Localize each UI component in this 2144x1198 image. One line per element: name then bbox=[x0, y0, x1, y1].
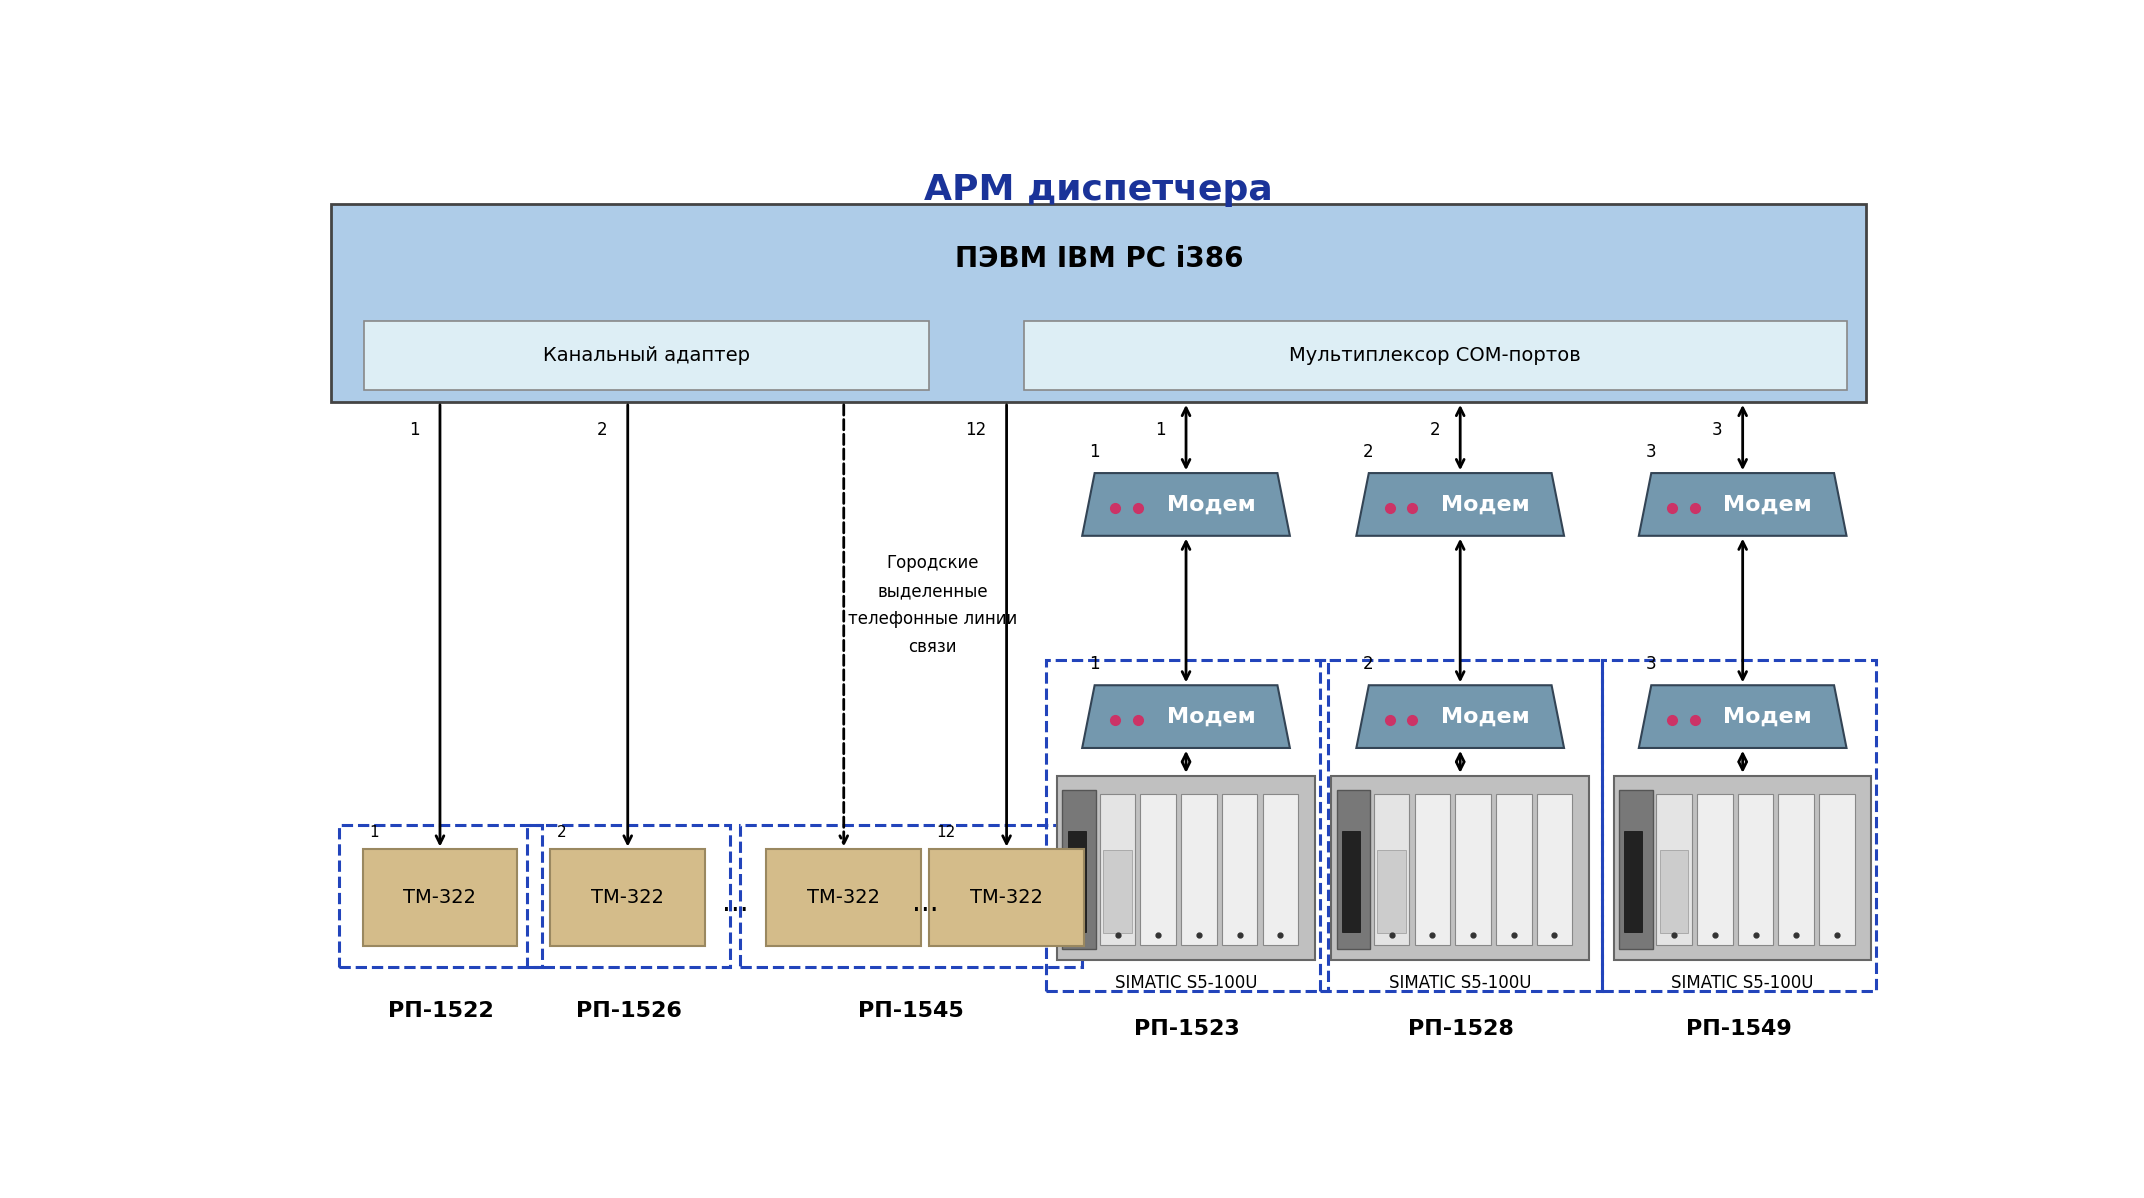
Text: 3: 3 bbox=[1713, 420, 1724, 438]
Text: РП-1549: РП-1549 bbox=[1685, 1019, 1792, 1040]
Polygon shape bbox=[1083, 685, 1291, 748]
Bar bbox=[1331, 775, 1589, 960]
Text: 1: 1 bbox=[410, 420, 420, 438]
Bar bbox=[1263, 794, 1297, 945]
Text: 1: 1 bbox=[1156, 420, 1166, 438]
Text: 1: 1 bbox=[1089, 443, 1100, 461]
Bar bbox=[1818, 794, 1855, 945]
Polygon shape bbox=[1357, 685, 1565, 748]
Text: ПЭВМ IBM PC i386: ПЭВМ IBM PC i386 bbox=[954, 246, 1244, 273]
Bar bbox=[1602, 660, 1876, 991]
Bar bbox=[1659, 851, 1687, 933]
Text: ТМ-322: ТМ-322 bbox=[403, 889, 476, 907]
Text: Модем: Модем bbox=[1441, 495, 1529, 514]
Bar bbox=[1376, 851, 1406, 933]
Bar bbox=[330, 204, 1867, 403]
Text: 2: 2 bbox=[1430, 420, 1441, 438]
Text: 2: 2 bbox=[1364, 655, 1374, 673]
Text: Модем: Модем bbox=[1166, 495, 1256, 514]
Text: 3: 3 bbox=[1644, 655, 1655, 673]
Bar bbox=[768, 849, 922, 946]
Text: Модем: Модем bbox=[1724, 495, 1812, 514]
Text: РП-1545: РП-1545 bbox=[858, 1000, 965, 1021]
Bar bbox=[1619, 791, 1653, 949]
Bar bbox=[1415, 794, 1449, 945]
Text: ...: ... bbox=[911, 889, 939, 916]
Text: АРМ диспетчера: АРМ диспетчера bbox=[924, 173, 1274, 207]
Polygon shape bbox=[1638, 473, 1846, 536]
Bar bbox=[1141, 794, 1177, 945]
Bar bbox=[1100, 794, 1136, 945]
Bar bbox=[1698, 794, 1732, 945]
Bar bbox=[527, 824, 729, 967]
Bar bbox=[1456, 794, 1490, 945]
Bar bbox=[1063, 791, 1096, 949]
Text: Канальный адаптер: Канальный адаптер bbox=[542, 346, 750, 365]
Text: SIMATIC S5-100U: SIMATIC S5-100U bbox=[1672, 974, 1814, 992]
Text: 2: 2 bbox=[598, 420, 607, 438]
Text: Модем: Модем bbox=[1166, 707, 1256, 727]
Text: 1: 1 bbox=[1089, 655, 1100, 673]
Text: ТМ-322: ТМ-322 bbox=[808, 889, 881, 907]
Text: ТМ-322: ТМ-322 bbox=[969, 889, 1044, 907]
Bar bbox=[1046, 660, 1327, 991]
Text: 2: 2 bbox=[557, 825, 566, 840]
Bar bbox=[1342, 831, 1359, 932]
Bar bbox=[740, 824, 1083, 967]
Text: РП-1522: РП-1522 bbox=[388, 1000, 493, 1021]
Text: 3: 3 bbox=[1644, 443, 1655, 461]
Bar bbox=[1780, 794, 1814, 945]
Bar bbox=[1374, 794, 1409, 945]
Text: 1: 1 bbox=[369, 825, 379, 840]
Bar bbox=[364, 321, 928, 391]
Text: 12: 12 bbox=[965, 420, 986, 438]
Bar bbox=[1739, 794, 1773, 945]
Bar bbox=[551, 849, 705, 946]
Text: Модем: Модем bbox=[1441, 707, 1529, 727]
Polygon shape bbox=[1083, 473, 1291, 536]
Text: SIMATIC S5-100U: SIMATIC S5-100U bbox=[1115, 974, 1256, 992]
Text: 12: 12 bbox=[937, 825, 956, 840]
Bar bbox=[362, 849, 517, 946]
Bar bbox=[1104, 851, 1132, 933]
Text: РП-1528: РП-1528 bbox=[1409, 1019, 1514, 1040]
Bar bbox=[1181, 794, 1216, 945]
Text: 2: 2 bbox=[1364, 443, 1374, 461]
Bar bbox=[1537, 794, 1572, 945]
Bar bbox=[1068, 831, 1085, 932]
Text: Городские
выделенные
телефонные линии
связи: Городские выделенные телефонные линии св… bbox=[849, 555, 1016, 655]
Bar bbox=[1497, 794, 1531, 945]
Text: ...: ... bbox=[723, 889, 748, 916]
Bar bbox=[1025, 321, 1846, 391]
Bar bbox=[928, 849, 1085, 946]
Text: Модем: Модем bbox=[1724, 707, 1812, 727]
Polygon shape bbox=[1638, 685, 1846, 748]
Bar bbox=[1614, 775, 1872, 960]
Text: РП-1526: РП-1526 bbox=[575, 1000, 682, 1021]
Text: Мультиплексор COM-портов: Мультиплексор COM-портов bbox=[1289, 346, 1580, 365]
Text: ТМ-322: ТМ-322 bbox=[592, 889, 665, 907]
Bar bbox=[1321, 660, 1602, 991]
Polygon shape bbox=[1357, 473, 1565, 536]
Text: РП-1523: РП-1523 bbox=[1134, 1019, 1239, 1040]
Bar bbox=[1336, 791, 1370, 949]
Bar bbox=[1657, 794, 1692, 945]
Bar bbox=[1222, 794, 1256, 945]
Bar bbox=[1057, 775, 1314, 960]
Bar bbox=[339, 824, 542, 967]
Bar bbox=[1625, 831, 1642, 932]
Text: SIMATIC S5-100U: SIMATIC S5-100U bbox=[1389, 974, 1531, 992]
